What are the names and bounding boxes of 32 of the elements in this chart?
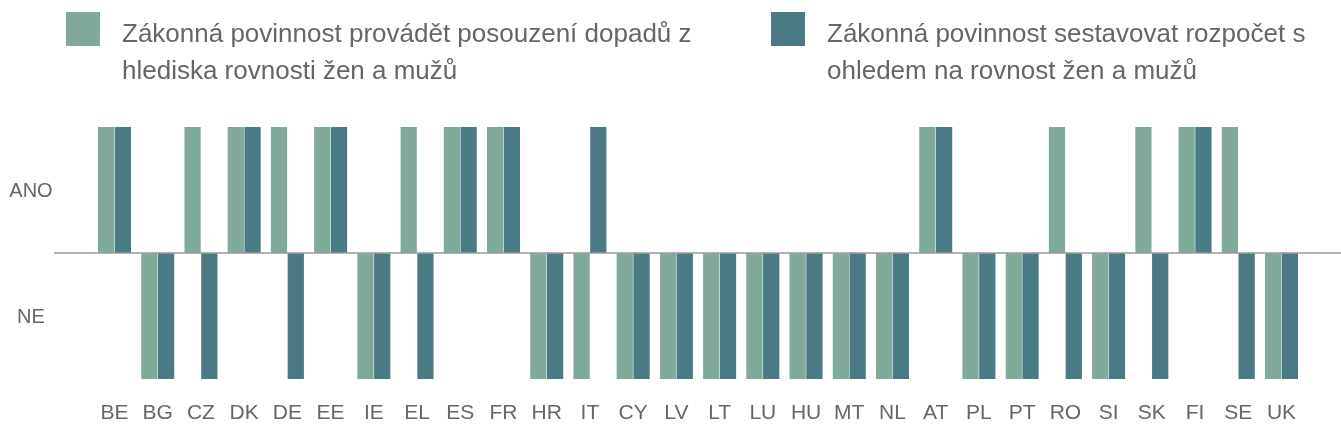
- x-tick-label: LV: [664, 399, 689, 423]
- x-tick-label: LT: [708, 399, 732, 423]
- x-tick-label: UK: [1266, 399, 1297, 423]
- x-tick-label: HR: [531, 399, 562, 423]
- x-tick-label: DK: [229, 399, 259, 423]
- x-tick-label: RO: [1049, 399, 1082, 423]
- text: ANO: [9, 179, 53, 201]
- x-tick-label: CY: [618, 399, 648, 423]
- x-tick-label: SI: [1098, 399, 1119, 423]
- legend-label: Zákonná povinnost provádět posouzení dopadů z hlediska rovnosti žen a mužů: [122, 18, 692, 85]
- x-tick-label: IT: [580, 399, 600, 423]
- x-tick-label: ES: [446, 399, 475, 423]
- x-tick-label: HU: [790, 399, 822, 423]
- x-tick-label: IE: [363, 399, 384, 423]
- x-tick-label: BE: [100, 399, 129, 423]
- x-tick-label: CZ: [186, 399, 216, 423]
- x-tick-label: LU: [749, 399, 777, 423]
- x-tick-label: FI: [1185, 399, 1205, 423]
- x-tick-label: NL: [879, 399, 906, 423]
- legend-label: Zákonná povinnost sestavovat rozpočet s ohledem na rovnost žen a mužů: [827, 18, 1306, 85]
- x-tick-label: SK: [1137, 399, 1166, 423]
- x-tick-label: EE: [316, 399, 345, 423]
- x-tick-label: SE: [1224, 399, 1253, 423]
- x-tick-label: EL: [404, 399, 430, 423]
- text: NE: [17, 305, 45, 327]
- x-tick-label: MT: [834, 399, 865, 423]
- x-tick-label: PL: [966, 399, 992, 423]
- x-tick-label: BG: [142, 399, 173, 423]
- x-tick-label: AT: [923, 399, 949, 423]
- x-tick-label: DE: [272, 399, 302, 423]
- x-tick-label: FR: [489, 399, 518, 423]
- x-tick-label: PT: [1008, 399, 1036, 423]
